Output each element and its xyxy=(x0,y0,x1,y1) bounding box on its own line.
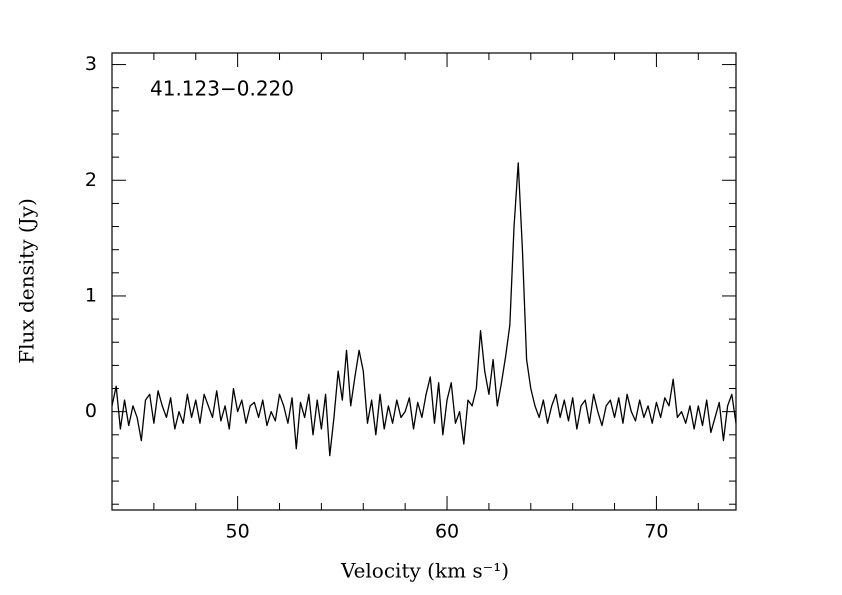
spectrum-line xyxy=(111,162,737,457)
y-tick-label: 1 xyxy=(85,284,97,306)
x-tick-label: 50 xyxy=(226,521,250,543)
annotation: 41.123−0.220 xyxy=(150,77,294,101)
y-tick-label: 2 xyxy=(85,169,97,191)
y-tick-label: 3 xyxy=(85,53,97,75)
x-tick-label: 70 xyxy=(644,521,668,543)
x-axis-label: Velocity (km s⁻¹) xyxy=(340,559,509,583)
x-tick-label: 60 xyxy=(435,521,459,543)
y-axis-label: Flux density (Jy) xyxy=(15,198,39,364)
plot-frame xyxy=(111,52,737,511)
y-tick-label: 0 xyxy=(85,400,97,422)
